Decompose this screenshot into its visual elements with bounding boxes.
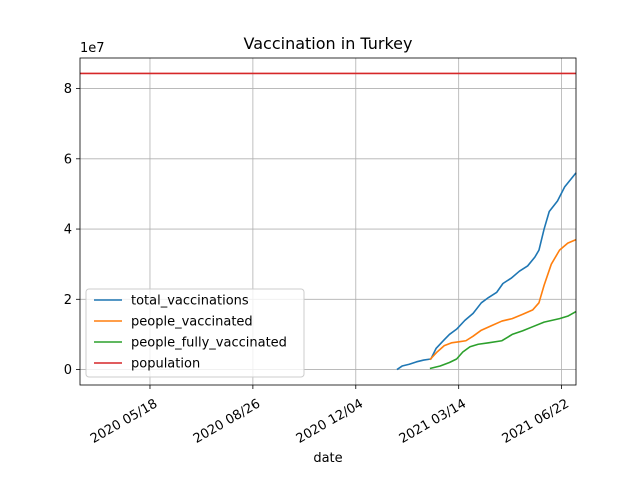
- chart-title: Vaccination in Turkey: [244, 34, 413, 53]
- y-tick-label: 2: [64, 293, 72, 308]
- series-line-people-vaccinated: [429, 238, 577, 361]
- legend-entry: population: [131, 357, 200, 372]
- legend-box: [85, 288, 305, 378]
- legend: total_vaccinations people_vaccinatedpeopl…: [85, 288, 305, 378]
- series-line-total-vaccinations: [396, 172, 577, 371]
- plot-frame: [79, 57, 577, 386]
- x-axis-label: date: [313, 451, 342, 466]
- y-tick-label: 4: [64, 223, 72, 238]
- y-scale-label: 1e7: [80, 41, 105, 56]
- y-tick-label: 0: [64, 363, 72, 378]
- y-tick-label: 6: [64, 152, 72, 167]
- y-tick-label: 8: [64, 82, 72, 97]
- legend-entry: total_vaccinations: [131, 294, 249, 309]
- legend-entry: people_vaccinated: [131, 315, 253, 330]
- legend-entry: people_fully_vaccinated: [131, 336, 287, 351]
- series-line-people-fully-vaccinated: [429, 310, 577, 370]
- series-lines: [80, 72, 577, 371]
